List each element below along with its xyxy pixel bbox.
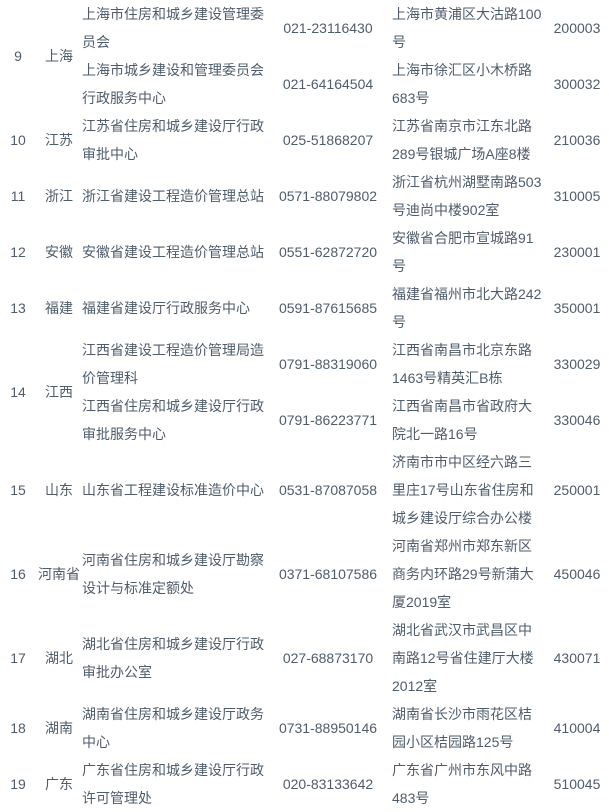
postal-code-cell: 350001 [553,300,601,316]
address-cell: 江苏省南京市江东北路289号银城广场A座8楼 [392,118,532,162]
row-index: 19 [10,776,26,792]
address-cell: 济南市市中区经六路三里庄17号山东省住房和城乡建设厅综合办公楼 [392,454,534,526]
address-cell: 河南省郑州市郑东新区商务内环路29号新蒲大厦2019室 [392,538,534,610]
table-row: 19 广东 广东省住房和城乡建设厅行政许可管理处 020-83133642 广东… [0,756,609,812]
postal-code-cell: 430071 [553,650,601,666]
postal-code-cell: 510045 [553,776,601,792]
address-cell: 福建省福州市北大路242号 [392,286,542,330]
table-row: 16 河南省 河南省住房和城乡建设厅勘察设计与标准定额处 0371-681075… [0,532,609,616]
table-row: 11 浙江 浙江省建设工程造价管理总站 0571-88079802 浙江省杭州湖… [0,168,609,224]
province-cell: 安徽 [45,244,73,260]
phone-cell: 021-64164504 [282,76,374,92]
address-cell: 安徽省合肥市宣城路91号 [392,230,534,274]
address-cell: 广东省广州市东风中路483号 [392,762,532,806]
address-cell: 湖南省长沙市雨花区桔园小区桔园路125号 [392,706,532,750]
phone-cell: 0791-86223771 [278,412,378,428]
phone-cell: 0551-62872720 [278,244,378,260]
table-row: 上海市城乡建设和管理委员会行政服务中心 021-64164504 上海市徐汇区小… [0,56,609,112]
row-index: 13 [10,300,26,316]
province-cell: 福建 [45,300,73,316]
row-index: 10 [10,132,26,148]
postal-code-cell: 230001 [553,244,601,260]
table-row: 13 福建 福建省建设厅行政服务中心 0591-87615685 福建省福州市北… [0,280,609,336]
province-cell: 上海 [45,48,73,64]
address-cell: 上海市黄浦区大沽路100号 [392,6,542,50]
postal-code-cell: 310005 [553,188,601,204]
phone-cell: 025-51868207 [282,132,374,148]
phone-cell: 0371-68107586 [278,566,378,582]
table-row: 18 湖南 湖南省住房和城乡建设厅政务中心 0731-88950146 湖南省长… [0,700,609,756]
phone-cell: 021-23116430 [283,20,373,36]
province-cell: 广东 [45,776,73,792]
province-cell: 浙江 [45,188,73,204]
province-cell: 河南省 [38,566,80,582]
organization-cell: 山东省工程建设标准造价中心 [82,482,264,498]
organization-cell: 上海市城乡建设和管理委员会行政服务中心 [82,62,264,106]
postal-code-cell: 200003 [553,20,601,36]
row-index: 16 [10,566,26,582]
row-index: 9 [14,48,22,64]
postal-code-cell: 450046 [553,566,601,582]
phone-cell: 027-68873170 [282,650,374,666]
postal-code-cell: 210036 [553,132,601,148]
row-index: 14 [10,384,26,400]
organization-cell: 湖南省住房和城乡建设厅政务中心 [82,706,264,750]
organization-cell: 安徽省建设工程造价管理总站 [82,244,264,260]
postal-code-cell: 330029 [553,356,601,372]
phone-cell: 0571-88079802 [278,188,378,204]
address-cell: 上海市徐汇区小木桥路683号 [392,62,532,106]
postal-code-cell: 330046 [553,412,601,428]
phone-cell: 0731-88950146 [278,720,378,736]
organization-cell: 湖北省住房和城乡建设厅行政审批办公室 [82,636,264,680]
organization-cell: 江苏省住房和城乡建设厅行政审批中心 [82,118,264,162]
row-index: 12 [10,244,26,260]
organization-cell: 江西省住房和城乡建设厅行政审批服务中心 [82,398,264,442]
address-cell: 湖北省武汉市武昌区中南路12号省住建厅大楼2012室 [392,622,534,694]
table-row: 15 山东 山东省工程建设标准造价中心 0531-87087058 济南市市中区… [0,448,609,532]
province-cell: 湖北 [45,650,73,666]
postal-code-cell: 250001 [553,482,601,498]
row-index: 17 [10,650,26,666]
organization-cell: 浙江省建设工程造价管理总站 [82,188,264,204]
organization-cell: 广东省住房和城乡建设厅行政许可管理处 [82,762,264,806]
organization-cell: 上海市住房和城乡建设管理委员会 [82,6,264,50]
postal-code-cell: 410004 [553,720,601,736]
province-cell: 湖南 [45,720,73,736]
table-row: 10 江苏 江苏省住房和城乡建设厅行政审批中心 025-51868207 江苏省… [0,112,609,168]
phone-cell: 0531-87087058 [278,482,378,498]
row-index: 18 [10,720,26,736]
address-cell: 江西省南昌市省政府大院北一路16号 [392,398,532,442]
table-row: 17 湖北 湖北省住房和城乡建设厅行政审批办公室 027-68873170 湖北… [0,616,609,700]
organization-cell: 江西省建设工程造价管理局造价管理科 [82,342,264,386]
table-row: 14 江西 江西省建设工程造价管理局造价管理科 0791-88319060 江西… [0,336,609,400]
province-cell: 江苏 [45,132,73,148]
phone-cell: 0791-88319060 [278,356,378,372]
row-index: 11 [10,188,26,204]
organization-cell: 福建省建设厅行政服务中心 [82,300,250,316]
phone-cell: 020-83133642 [282,776,374,792]
province-cell: 山东 [45,482,73,498]
table-row: 12 安徽 安徽省建设工程造价管理总站 0551-62872720 安徽省合肥市… [0,224,609,280]
phone-cell: 0591-87615685 [278,300,378,316]
organization-cell: 河南省住房和城乡建设厅勘察设计与标准定额处 [82,552,264,596]
row-index: 15 [10,482,26,498]
province-cell: 江西 [45,384,73,400]
address-cell: 江西省南昌市北京东路1463号精英汇B栋 [392,342,532,386]
postal-code-cell: 300032 [553,76,601,92]
table-row: 江西省住房和城乡建设厅行政审批服务中心 0791-86223771 江西省南昌市… [0,392,609,448]
table-row: 9 上海 上海市住房和城乡建设管理委员会 021-23116430 上海市黄浦区… [0,0,609,64]
address-cell: 浙江省杭州湖墅南路503号迪尚中楼902室 [392,174,542,218]
